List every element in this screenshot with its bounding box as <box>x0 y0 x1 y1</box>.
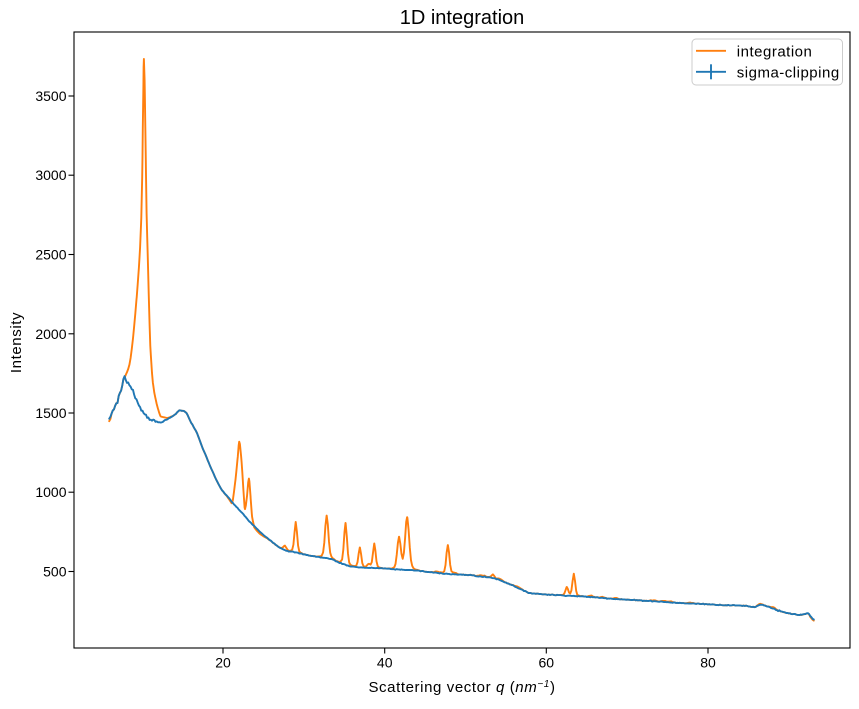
svg-text:2500: 2500 <box>35 247 66 263</box>
svg-text:3500: 3500 <box>35 88 66 104</box>
svg-text:Scattering vector q (nm−1): Scattering vector q (nm−1) <box>368 679 555 696</box>
svg-text:500: 500 <box>43 564 67 580</box>
svg-text:60: 60 <box>539 655 555 671</box>
svg-text:80: 80 <box>700 655 716 671</box>
svg-text:3000: 3000 <box>35 167 66 183</box>
svg-text:2000: 2000 <box>35 326 66 342</box>
svg-text:1D integration: 1D integration <box>400 7 525 29</box>
svg-text:1000: 1000 <box>35 484 66 500</box>
svg-text:40: 40 <box>377 655 393 671</box>
svg-text:sigma-clipping: sigma-clipping <box>737 64 840 81</box>
svg-text:integration: integration <box>737 43 813 60</box>
svg-text:Intensity: Intensity <box>8 312 25 373</box>
svg-text:20: 20 <box>215 655 231 671</box>
svg-text:1500: 1500 <box>35 405 66 421</box>
